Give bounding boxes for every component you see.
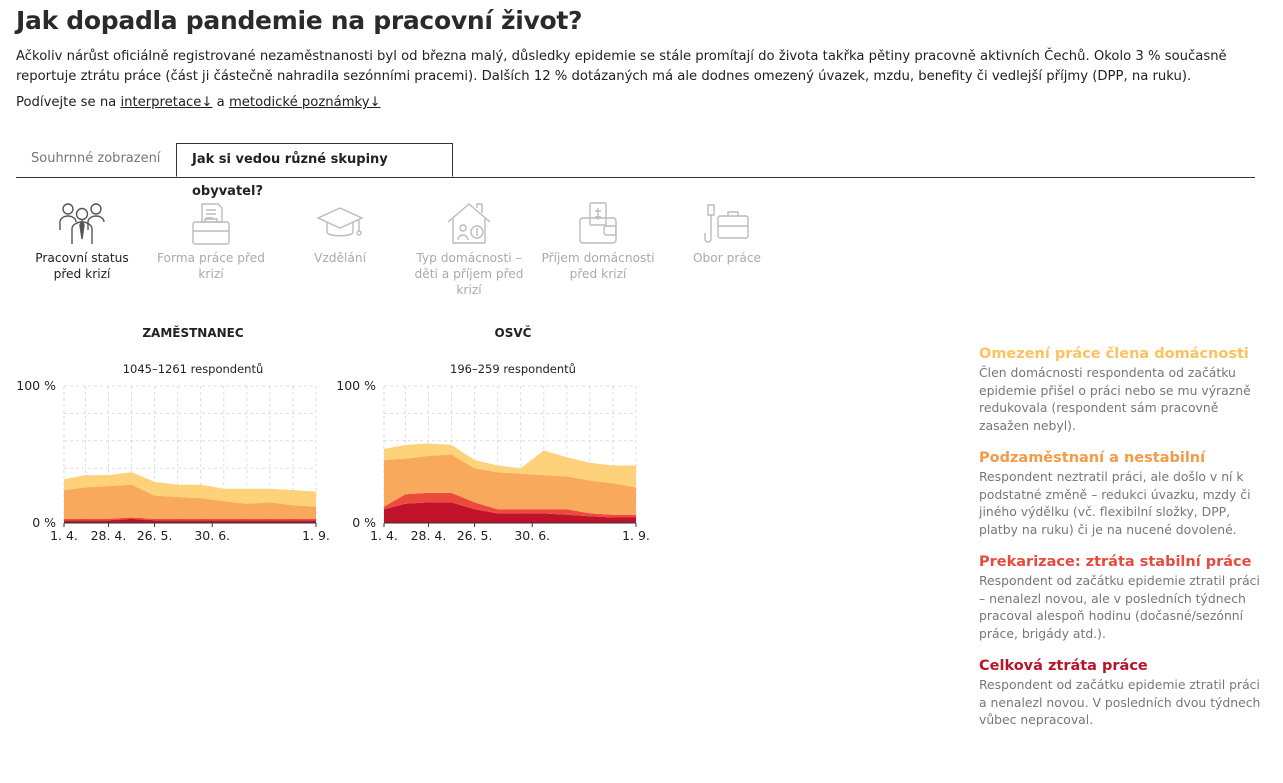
category-work-form[interactable]: Forma práce před krizí — [151, 200, 271, 282]
x-tick-label: 26. 5. — [457, 528, 493, 543]
link-interpretace[interactable]: interpretace↓ — [120, 95, 213, 110]
chart-2-title: OSVČ — [494, 326, 532, 340]
category-label: Příjem domácnosti před krizí — [541, 251, 655, 281]
legend-desc: Člen domácnosti respondenta od začátku e… — [979, 365, 1251, 433]
category-education[interactable]: Vzdělání — [280, 200, 400, 266]
category-label: Pracovní status před krizí — [35, 251, 129, 281]
area-series-omezeni — [64, 472, 316, 507]
legend: Omezení práce člena domácnosti Člen domá… — [979, 344, 1264, 743]
links-line: Podívejte se na interpretace↓ a metodick… — [16, 95, 381, 110]
x-tick-label: 1. 9. — [302, 528, 330, 543]
link-metodika[interactable]: metodické poznámky↓ — [228, 95, 381, 110]
legend-title: Prekarizace: ztráta stabilní práce — [979, 554, 1252, 570]
chart-2-respondents: 196–259 respondentů — [450, 362, 576, 376]
x-tick-label: 26. 5. — [137, 528, 173, 543]
briefcase-contract-icon — [192, 203, 230, 245]
tab-bar: Souhrnné zobrazení Jak si vedou různé sk… — [16, 143, 1255, 199]
y-tick-label: 0 % — [32, 515, 56, 530]
y-tick-label: 100 % — [336, 378, 376, 393]
legend-desc: Respondent neztratil práci, ale došlo v … — [979, 469, 1251, 537]
x-tick-label: 1. 4. — [370, 528, 398, 543]
area-series-prekarizace — [384, 492, 636, 518]
category-label: Typ domácnosti – děti a příjem před kriz… — [414, 251, 524, 297]
area-series-omezeni — [384, 443, 636, 488]
wallet-icon — [579, 202, 617, 244]
page-title: Jak dopadla pandemie na pracovní život? — [16, 6, 583, 35]
legend-title: Podzaměstnaní a nestabilní — [979, 450, 1206, 466]
area-series-podzamestnani — [384, 454, 636, 515]
links-and: a — [212, 95, 229, 110]
chart-zamestnanec: 100 % 0 %1. 4. 28. 4. 26. 5. 30. 6. 1. 9. — [16, 378, 330, 543]
legend-ztrata: Celková ztráta práce Respondent od začát… — [979, 656, 1264, 729]
x-tick-label: 1. 4. — [50, 528, 78, 543]
legend-title: Omezení práce člena domácnosti — [979, 346, 1249, 362]
house-money-icon — [447, 203, 491, 244]
y-tick-label: 0 % — [352, 515, 376, 530]
category-field[interactable]: Obor práce — [667, 200, 787, 266]
x-tick-label: 28. 4. — [91, 528, 127, 543]
x-tick-label: 30. 6. — [514, 528, 550, 543]
people-icon — [59, 203, 105, 244]
category-label: Forma práce před krizí — [156, 251, 266, 281]
tab-groups[interactable]: Jak si vedou různé skupiny obyvatel? — [176, 143, 453, 199]
legend-omezeni: Omezení práce člena domácnosti Člen domá… — [979, 344, 1264, 434]
y-tick-label: 100 % — [16, 378, 56, 393]
category-work-status[interactable]: Pracovní status před krizí — [22, 200, 142, 282]
chart-osvc: 100 % 0 %1. 4. 28. 4. 26. 5. 30. 6. 1. 9. — [336, 378, 650, 543]
x-tick-label: 1. 9. — [622, 528, 650, 543]
legend-prekarizace: Prekarizace: ztráta stabilní práce Respo… — [979, 552, 1264, 642]
category-household-type[interactable]: Typ domácnosti – děti a příjem před kriz… — [409, 200, 529, 298]
graduation-cap-icon — [316, 207, 364, 237]
intro-text: Ačkoliv nárůst oficiálně registrované ne… — [16, 49, 1227, 84]
chart-1-title: ZAMĚSTNANEC — [142, 326, 244, 340]
area-series-ztrata — [384, 502, 636, 523]
category-label: Obor práce — [692, 251, 762, 265]
links-prefix: Podívejte se na — [16, 95, 121, 110]
legend-desc: Respondent od začátku epidemie ztratil p… — [979, 677, 1261, 727]
chart-1-respondents: 1045–1261 respondentů — [122, 362, 264, 376]
tab-summary[interactable]: Souhrnné zobrazení — [31, 151, 161, 166]
x-tick-label: 30. 6. — [194, 528, 230, 543]
x-tick-label: 28. 4. — [411, 528, 447, 543]
legend-desc: Respondent od začátku epidemie ztratil p… — [979, 573, 1260, 641]
area-series-podzamestnani — [64, 484, 316, 519]
tools-briefcase-icon — [704, 204, 749, 243]
category-household-income[interactable]: Příjem domácnosti před krizí — [538, 200, 658, 282]
category-label: Vzdělání — [314, 251, 366, 265]
area-series-prekarizace — [64, 517, 316, 521]
legend-title: Celková ztráta práce — [979, 658, 1148, 674]
legend-podzamestnani: Podzaměstnaní a nestabilní Respondent ne… — [979, 448, 1264, 538]
area-series-ztrata — [64, 518, 316, 523]
